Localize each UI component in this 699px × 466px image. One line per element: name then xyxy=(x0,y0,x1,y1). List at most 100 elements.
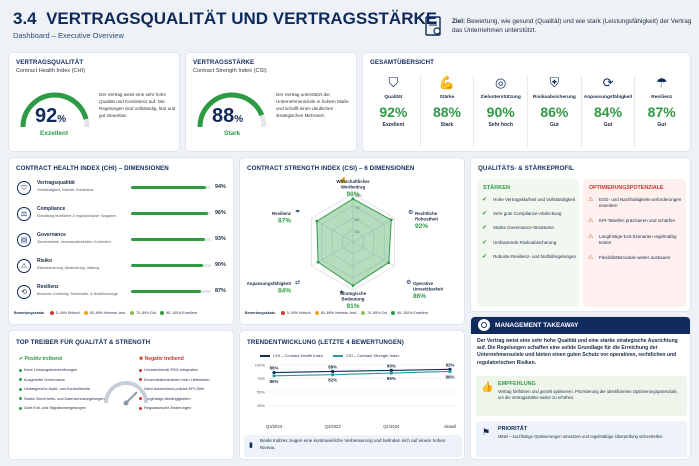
title-text: VERTRAGSQUALITÄT UND VERTRAGSSTÄRKE xyxy=(46,9,438,28)
negative-driver-item: Langfristige Abhängigkeiten xyxy=(139,397,233,402)
radar-axis-label: Rechtliche xyxy=(415,211,438,216)
radar-axis xyxy=(352,217,395,243)
radar-tick-label: 25 xyxy=(355,229,360,234)
trend-data-label: 88% xyxy=(446,374,455,379)
chi-subtitle: Contract Health Index (CHI) xyxy=(16,68,86,74)
radar-value-label: 92% xyxy=(415,223,428,230)
trend-note-box: ▮ Beide Indizes zeigen eine kontinuierli… xyxy=(244,435,462,457)
overview-item: ⛉ Qualität 92% Exzellent xyxy=(367,75,420,147)
trend-point xyxy=(448,369,452,374)
takeaway-header: MANAGEMENT TAKEAWAY xyxy=(471,317,690,334)
overview-row: ⛉ Qualität 92% Exzellent 💪 Stärke 88% Sta… xyxy=(367,75,688,147)
radar-axis-label: Robustheit xyxy=(415,217,438,222)
trend-ytick: 25% xyxy=(257,403,265,408)
dimension-name: Compliance xyxy=(37,206,66,212)
strength-item-icon: ✔ xyxy=(482,225,488,232)
csi-card: VERTRAGSSTÄRKE Contract Strength Index (… xyxy=(185,52,357,152)
overview-card: GESAMTÜBERSICHT ⛉ Qualität 92% Exzellent… xyxy=(362,52,691,152)
radar-value-label: 84% xyxy=(278,288,291,295)
dimension-bar xyxy=(131,186,211,189)
radar-point xyxy=(351,284,355,288)
radar-axis-label: Anpassungsfähigkeit xyxy=(247,281,292,286)
overview-label: Stärke xyxy=(439,95,455,100)
trend-point xyxy=(272,370,276,375)
radar-axis-icon: ☂ xyxy=(295,209,301,216)
dimension-value: 90% xyxy=(215,262,226,268)
csi-value: 88% xyxy=(212,105,244,127)
dimension-desc: Steuerbarkeit, Verantwortlichkeiten, Kon… xyxy=(37,240,111,244)
positive-driver-item: Gute Exit- und Migrationsregelungen xyxy=(19,406,119,411)
trend-data-label: 90% xyxy=(387,363,396,368)
dimension-desc: Vollständigkeit, Klarheit, Konsistenz xyxy=(37,188,94,192)
dimension-name: Risiko xyxy=(37,258,53,264)
radar-point xyxy=(389,218,393,222)
overview-item: 💪 Stärke 88% Stark xyxy=(419,75,474,147)
goal-text: Bewertung, wie gesund (Qualität) und wie… xyxy=(452,18,692,34)
overview-item: ⟳ Anpassungsfähigkeit 84% Gut xyxy=(580,75,635,147)
overview-value: 88% xyxy=(432,104,462,120)
radar-axis-label: Wirtschaftlicher xyxy=(336,179,369,184)
trend-data-label: 80% xyxy=(270,379,279,384)
radar-axis-icon: ⚙ xyxy=(408,209,413,216)
csi-subtitle: Contract Strength Index (CSI) xyxy=(193,68,267,74)
radar-axis-label: Umsetzbarkeit xyxy=(413,287,444,292)
chi-value: 92% xyxy=(35,105,67,127)
trend-data-label: 85% xyxy=(387,376,396,381)
csi-legend: Bewertungsskala: 0–49% Kritisch 50–69% Ve… xyxy=(245,311,428,316)
chi-rating: Exzellent xyxy=(40,130,69,137)
legend-entry: 90–100% Exzellent xyxy=(160,311,197,316)
trend-xtick: Q3/2023 xyxy=(266,424,283,429)
overview-item: ☂ Resilienz 87% Gut xyxy=(634,75,688,147)
trend-point xyxy=(389,371,393,375)
profile-title: QUALITÄTS- & STÄRKEPROFIL xyxy=(478,165,574,172)
csi-dimensions-card: CONTRACT STRENGTH INDEX (CSI) – 6 DIMENS… xyxy=(239,157,465,325)
csi-title: VERTRAGSSTÄRKE xyxy=(193,59,255,66)
trend-legend-entry: CSI – Contract Strength Index xyxy=(333,353,399,358)
overview-value: 87% xyxy=(647,104,676,120)
chi-dimension-row: ⛉ Vertragsqualität Vollständigkeit, Klar… xyxy=(9,178,235,202)
radar-value-label: 90% xyxy=(346,191,359,198)
drivers-card: TOP TREIBER FÜR QUALITÄT & STRENGTH ✔ Po… xyxy=(8,330,234,460)
strengths-title: STÄRKEN xyxy=(483,185,511,191)
strength-item: ✔ Starke Governance-Strukturen xyxy=(482,225,555,232)
radar-axis-icon: 💰 xyxy=(339,176,346,184)
potential-item-icon: ⚠ xyxy=(588,197,594,203)
overview-item: ⛨ Risikoabsicherung 86% Gut xyxy=(527,75,581,147)
trend-xtick: Q4/2023 xyxy=(325,424,342,429)
dimension-bar xyxy=(131,290,211,293)
strength-icon: 💪 xyxy=(438,75,456,90)
overview-label: Resilienz xyxy=(651,95,673,100)
dimension-name: Governance xyxy=(37,232,66,238)
trend-ytick: 50% xyxy=(257,390,265,395)
positive-title: ✔ Positiv treibend xyxy=(19,356,63,362)
overview-label: Risikoabsicherung xyxy=(532,95,576,100)
trend-series-line xyxy=(273,368,451,374)
negative-driver-item: Nicht ausreichend präzise KPI-Ziele xyxy=(139,387,233,392)
negative-driver-item: Konzentrationsrisiken beim Lieferanten xyxy=(139,378,233,383)
recommendation-box: 👍 EMPFEHLUNG Vertrag fortführen und gezi… xyxy=(476,376,687,416)
legend-entry: 70–89% Gut xyxy=(361,311,387,316)
section-number: 3.4 xyxy=(13,9,37,28)
radar-axis-label: Strategische xyxy=(340,291,367,296)
overview-item: ◎ Zielunterstützung 90% Sehr hoch xyxy=(473,75,527,147)
potential-item: ⚠ Langfristige Exit-Szenarien regelmäßig … xyxy=(588,233,677,245)
positive-driver-item: Klare Leistungsbeschreibungen xyxy=(19,368,119,373)
negative-driver-item: Regulatorische Änderungen xyxy=(139,406,233,411)
positive-driver-item: Umfangreiche Audit- und Kontrollrechte xyxy=(19,387,119,392)
dimension-value: 94% xyxy=(215,184,226,190)
recommendation-text: Vertrag fortführen und gezielt optimiere… xyxy=(498,389,678,400)
radar-value-label: 87% xyxy=(278,218,291,225)
dimension-desc: Einhaltung rechtlicher & regulatorischer… xyxy=(37,214,117,218)
dimension-bar xyxy=(131,238,211,241)
drivers-title: TOP TREIBER FÜR QUALITÄT & STRENGTH xyxy=(16,339,151,346)
page-subtitle: Dashboard – Executive Overview xyxy=(13,31,124,40)
overview-rating: Gut xyxy=(603,122,613,128)
positive-driver-item: Starke Sicherheits- und Datenschutzregel… xyxy=(19,397,119,402)
risk-shield-icon: ⛨ xyxy=(549,75,560,90)
trend-data-label: 82% xyxy=(328,378,337,383)
chi-dimensions-title: CONTRACT HEALTH INDEX (CHI) – DIMENSIONE… xyxy=(16,165,169,172)
strength-item: ✔ Robuste Resilienz- und Notfallregelunge… xyxy=(482,253,577,260)
trend-chart: 25% 50% 75% 100% Q3/2023 Q4/2023 Q1/2024 Aktuel… xyxy=(255,362,457,429)
strength-item-icon: ✔ xyxy=(482,239,488,246)
positive-driver-item: Ausgereifte Governance xyxy=(19,378,119,383)
